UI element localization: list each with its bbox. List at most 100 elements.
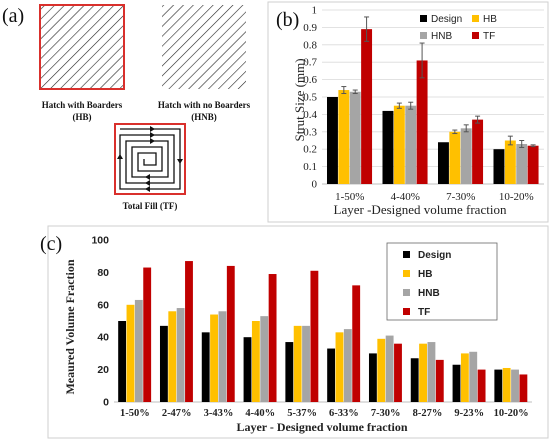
y-tick-label: 0.1 [303,161,317,173]
hnb-caption-line2: (HNB) [191,112,217,122]
y-tick-label: 0.4 [303,109,317,121]
legend-label-hb: HB [483,14,497,25]
bar-tf-5-37 [310,270,319,402]
bar-hb-10-20 [504,140,516,184]
bar-tf-3-43 [226,265,235,402]
legend-swatch-hnb [420,32,427,39]
chart-c: (c) Meaured Volume Fraction Layer - Desi… [40,225,549,439]
hb-hatch-pattern [40,5,124,89]
legend-label-tf: TF [483,31,495,42]
bar-design-10-20 [494,369,503,402]
chart-b: (b) Strut Size (mm) Layer -Designed volu… [267,1,549,223]
bar-hb-4-40 [393,105,405,184]
bar-hnb-7-30 [460,128,472,184]
bar-hnb-4-40 [405,105,417,184]
error-bar-hnb-1-50 [352,89,358,95]
bar-hnb-7-30 [385,335,394,402]
bar-hnb-5-37 [302,325,310,402]
y-tick-label: 100 [91,235,109,247]
chart-c-y-axis-title: Meaured Volume Fraction [63,259,77,394]
y-tick-label: 60 [97,299,109,311]
bar-hnb-1-50 [349,91,361,184]
bar-hb-6-33 [335,332,344,402]
legend-label-tf: TF [418,307,430,318]
bar-tf-4-40 [416,60,428,184]
x-tick-label: 1-50% [335,191,364,203]
bar-hb-8-27 [419,343,427,402]
bar-tf-10-20 [527,145,539,184]
bar-tf-2-47 [185,261,193,402]
y-tick-label: 0.7 [303,57,317,69]
bar-tf-8-27 [435,359,444,402]
tf-border [114,123,186,195]
legend-label-hnb: HNB [431,31,452,42]
bar-tf-10-20 [519,374,528,402]
y-tick-label: 0.2 [303,144,317,156]
bar-hnb-6-33 [343,329,352,402]
bar-tf-4-40 [268,274,277,402]
y-tick-label: 0.8 [303,39,317,51]
bar-hb-1-50 [126,304,135,402]
y-tick-label: 0.3 [303,126,317,138]
bar-hnb-10-20 [516,143,528,184]
error-bar-hnb-7-30 [463,124,469,133]
hb-caption-line1: Hatch with Boarders [42,100,123,110]
hb-border [39,4,125,90]
legend-swatch-tf [472,32,479,39]
error-bar-hb-7-30 [452,129,458,135]
bar-tf-6-33 [352,285,361,402]
bar-tf-7-30 [472,119,484,184]
bar-design-10-20 [493,149,505,184]
bar-hnb-10-20 [511,369,519,402]
error-bar-tf-10-20 [530,144,536,148]
bar-hb-7-30 [449,131,461,184]
y-tick-label: 80 [97,267,109,279]
error-bar-hnb-10-20 [519,140,525,148]
legend-swatch-tf [403,308,410,315]
panel-c-label: (c) [40,233,62,255]
chart-b-legend: Design HB HNB TF [420,14,497,42]
bar-design-1-50 [326,97,338,184]
bar-hb-3-43 [210,314,218,402]
chart-b-x-axis-title: Layer -Designed volume fraction [334,202,507,217]
x-tick-label: 9-23% [454,408,484,419]
x-tick-label: 7-30% [446,191,475,203]
error-bar-tf-7-30 [475,115,481,124]
x-tick-label: 10-20% [499,191,534,203]
bar-design-9-23 [452,364,461,402]
legend-swatch-design [420,15,427,22]
bar-hb-10-20 [502,367,511,402]
y-tick-label: 0 [312,179,318,191]
legend-swatch-hb [403,270,410,277]
bar-tf-1-50 [361,29,373,184]
x-tick-label: 10-20% [494,408,529,419]
bar-hb-4-40 [251,321,260,402]
x-tick-label: 2-47% [162,408,192,419]
error-bar-tf-1-50 [364,16,370,42]
bar-design-7-30 [368,353,377,402]
x-tick-label: 6-33% [329,408,359,419]
bar-design-5-37 [285,342,294,402]
legend-label-hb: HB [418,269,432,280]
y-tick-label: 20 [97,364,109,376]
x-tick-label: 8-27% [413,408,443,419]
bar-design-4-40 [382,110,394,184]
bar-hnb-9-23 [469,351,478,402]
hb-caption-line2: (HB) [73,112,92,122]
x-tick-label: 1-50% [120,408,150,419]
tf-caption: Total Fill (TF) [123,201,178,211]
legend-label-design: Design [431,14,462,25]
panel-b-label: (b) [276,9,299,31]
legend-swatch-design [403,251,410,258]
y-tick-label: 40 [97,332,109,344]
y-tick-label: 0 [103,397,109,409]
x-tick-label: 7-30% [371,408,401,419]
error-bar-hb-1-50 [341,86,347,95]
chart-b-y-axis-title: Strut Size (mm) [292,58,307,141]
panel-a-label: (a) [2,5,24,27]
y-tick-label: 0.5 [303,92,317,104]
y-tick-label: 0.9 [303,22,317,34]
x-tick-label: 5-37% [287,408,317,419]
bar-tf-9-23 [477,369,486,402]
